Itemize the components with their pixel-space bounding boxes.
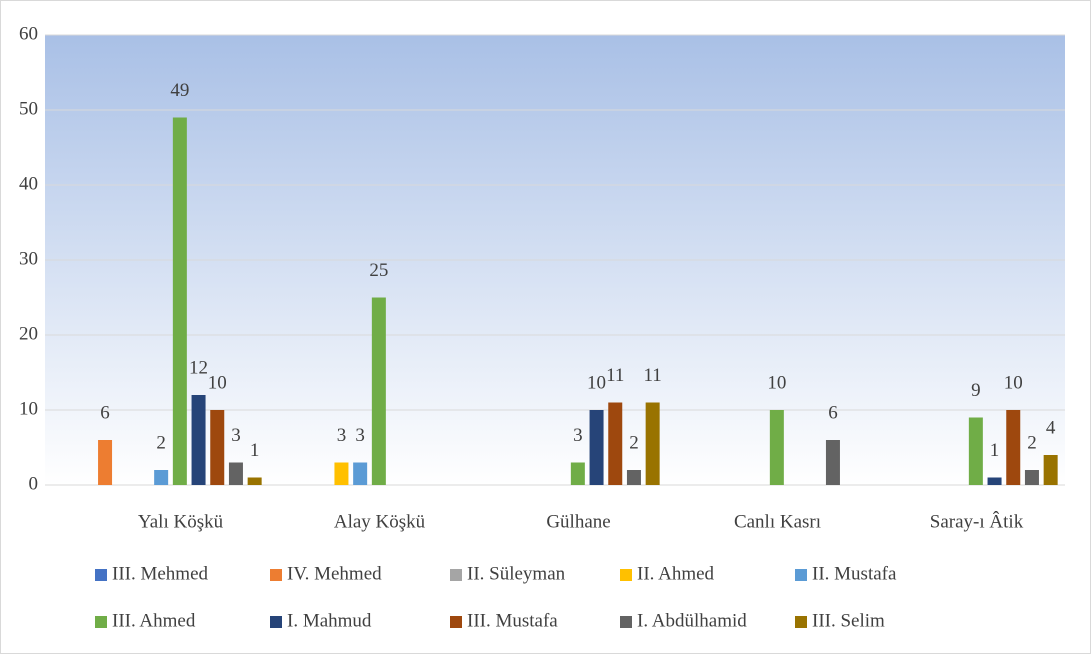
data-label: 4 [1046, 417, 1056, 438]
bar [1006, 410, 1021, 485]
data-label: 2 [156, 432, 166, 453]
x-tick-label: Gülhane [546, 511, 610, 532]
y-tick-label: 10 [19, 398, 38, 419]
legend-swatch [95, 616, 107, 628]
data-label: 10 [767, 372, 786, 393]
bar [191, 395, 206, 485]
legend-swatch [795, 569, 807, 581]
legend-label: II. Süleyman [467, 563, 566, 584]
data-label: 3 [573, 425, 583, 446]
y-tick-label: 20 [19, 323, 38, 344]
legend-label: III. Selim [812, 610, 885, 631]
bar [228, 462, 243, 485]
bar [172, 117, 187, 485]
bar [645, 402, 660, 485]
y-tick-label: 30 [19, 248, 38, 269]
bar [589, 410, 604, 485]
data-label: 10 [587, 372, 606, 393]
legend-swatch [450, 616, 462, 628]
legend-label: II. Ahmed [637, 563, 715, 584]
data-label: 1 [990, 440, 1000, 461]
data-label: 10 [208, 372, 227, 393]
bar [626, 470, 641, 485]
legend-label: III. Mehmed [112, 563, 209, 584]
data-label: 9 [971, 380, 981, 401]
legend-swatch [795, 616, 807, 628]
data-label: 11 [644, 365, 662, 386]
bar [968, 417, 983, 485]
y-tick-label: 60 [19, 23, 38, 44]
y-tick-label: 50 [19, 98, 38, 119]
legend-label: III. Ahmed [112, 610, 196, 631]
bar [825, 440, 840, 485]
bar [247, 477, 262, 485]
legend-label: I. Mahmud [287, 610, 372, 631]
legend-swatch [450, 569, 462, 581]
data-label: 49 [170, 80, 189, 101]
legend-swatch [620, 616, 632, 628]
data-label: 6 [828, 402, 838, 423]
x-tick-label: Canlı Kasrı [734, 511, 821, 532]
x-tick-label: Saray-ı Âtik [930, 510, 1024, 532]
bar [210, 410, 225, 485]
bar [1024, 470, 1039, 485]
bar [371, 297, 386, 485]
legend-swatch [620, 569, 632, 581]
data-label: 2 [629, 432, 639, 453]
bar [353, 462, 368, 485]
data-label: 3 [337, 425, 347, 446]
legend-label: II. Mustafa [812, 563, 897, 584]
data-label: 1 [250, 440, 260, 461]
legend-swatch [270, 616, 282, 628]
bar [987, 477, 1002, 485]
bar [570, 462, 585, 485]
legend-label: I. Abdülhamid [637, 610, 747, 631]
y-tick-label: 0 [29, 473, 39, 494]
y-tick-label: 40 [19, 173, 38, 194]
legend-swatch [270, 569, 282, 581]
legend-label: IV. Mehmed [287, 563, 382, 584]
data-label: 12 [189, 357, 208, 378]
data-label: 3 [231, 425, 241, 446]
bar [334, 462, 349, 485]
bar [769, 410, 784, 485]
x-tick-label: Alay Köşkü [334, 511, 426, 532]
x-tick-label: Yalı Köşkü [138, 511, 224, 532]
data-label: 3 [355, 425, 365, 446]
legend-swatch [95, 569, 107, 581]
bar [98, 440, 113, 485]
data-label: 10 [1004, 372, 1023, 393]
bar [608, 402, 623, 485]
data-label: 2 [1027, 432, 1037, 453]
data-label: 11 [606, 365, 624, 386]
data-label: 6 [100, 402, 110, 423]
legend-label: III. Mustafa [467, 610, 558, 631]
bar [1043, 455, 1058, 485]
data-label: 25 [369, 260, 388, 281]
bar [154, 470, 169, 485]
